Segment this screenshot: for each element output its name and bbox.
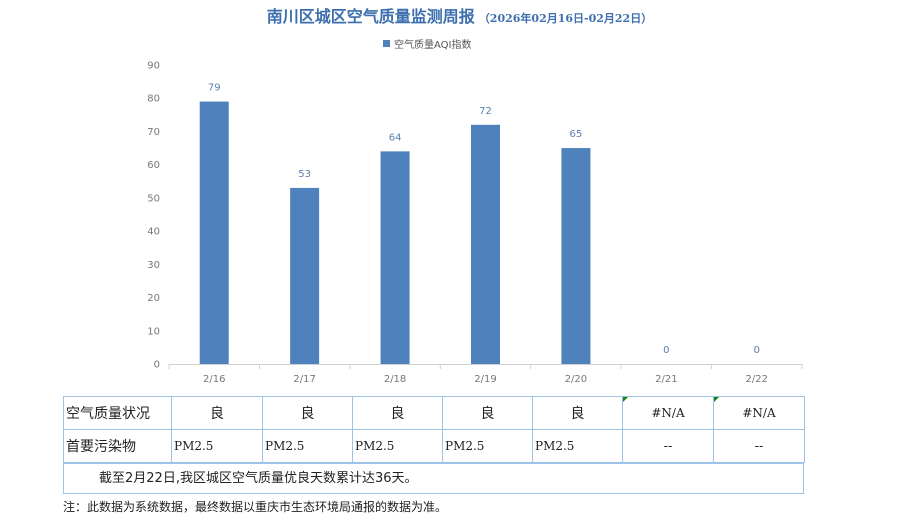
legend-swatch — [383, 40, 390, 47]
quality-cell: 良 — [171, 396, 263, 430]
y-tick-label: 0 — [154, 360, 160, 371]
x-tick-label: 2/17 — [293, 374, 315, 385]
bar — [199, 101, 229, 365]
pollutant-cell: -- — [713, 429, 805, 463]
data-label: 64 — [389, 132, 402, 143]
data-label: 79 — [208, 83, 221, 94]
chart-title-block: 南川区城区空气质量监测周报 （2026年02月16日-02月22日） — [0, 3, 919, 27]
pollutant-row: 首要污染物 PM2.5 PM2.5 PM2.5 PM2.5 PM2.5 -- -… — [63, 429, 805, 463]
data-label: 53 — [298, 169, 311, 180]
chart-subtitle: （2026年02月16日-02月22日） — [478, 12, 653, 25]
x-tick-label: 2/21 — [655, 374, 677, 385]
y-tick-label: 80 — [147, 94, 160, 105]
y-tick-label: 50 — [147, 193, 160, 204]
data-table: 空气质量状况 良 良 良 良 良 #N/A #N/A 首要污染物 PM2.5 P… — [63, 396, 805, 463]
legend-label: 空气质量AQI指数 — [394, 40, 472, 51]
y-tick-label: 10 — [147, 326, 160, 337]
y-tick-label: 60 — [147, 160, 160, 171]
pollutant-row-header: 首要污染物 — [63, 429, 172, 463]
quality-row: 空气质量状况 良 良 良 良 良 #N/A #N/A — [63, 396, 805, 430]
y-tick-label: 90 — [147, 61, 160, 72]
x-tick-label: 2/19 — [474, 374, 496, 385]
y-tick-label: 30 — [147, 260, 160, 271]
data-label: 72 — [479, 106, 492, 117]
y-tick-label: 70 — [147, 127, 160, 138]
quality-cell: 良 — [532, 396, 623, 430]
quality-cell: 良 — [442, 396, 533, 430]
pollutant-cell: -- — [622, 429, 714, 463]
bar — [561, 148, 591, 364]
x-tick-label: 2/18 — [384, 374, 406, 385]
data-label: 0 — [663, 345, 669, 356]
quality-cell: 良 — [352, 396, 443, 430]
data-label: 65 — [570, 129, 583, 140]
pollutant-cell: PM2.5 — [262, 429, 353, 463]
quality-cell: 良 — [262, 396, 353, 430]
summary-text: 截至2月22日,我区城区空气质量优良天数累计达36天。 — [63, 463, 804, 494]
x-tick-label: 2/20 — [565, 374, 587, 385]
bar — [471, 124, 500, 364]
pollutant-cell: PM2.5 — [171, 429, 263, 463]
pollutant-cell: PM2.5 — [442, 429, 533, 463]
pollutant-cell: PM2.5 — [532, 429, 623, 463]
aqi-bar-chart: 0 10 20 30 40 50 60 70 80 90 2/16 79 2/17 53 2/18 64 2/1… — [147, 61, 803, 385]
quality-cell: #N/A — [622, 396, 714, 430]
x-tick-label: 2/16 — [203, 374, 225, 385]
quality-row-header: 空气质量状况 — [63, 396, 172, 430]
data-label: 0 — [754, 345, 760, 356]
quality-cell: #N/A — [713, 396, 805, 430]
bar — [290, 187, 320, 364]
chart-title: 南川区城区空气质量监测周报 — [266, 7, 475, 26]
chart-legend: 空气质量AQI指数 — [383, 36, 472, 51]
footnote: 注：此数据为系统数据，最终数据以重庆市生态环境局通报的数据为准。 — [63, 500, 448, 514]
bar — [380, 151, 410, 364]
pollutant-cell: PM2.5 — [352, 429, 443, 463]
y-tick-label: 40 — [147, 227, 160, 238]
y-tick-label: 20 — [147, 293, 160, 304]
x-tick-label: 2/22 — [746, 374, 768, 385]
